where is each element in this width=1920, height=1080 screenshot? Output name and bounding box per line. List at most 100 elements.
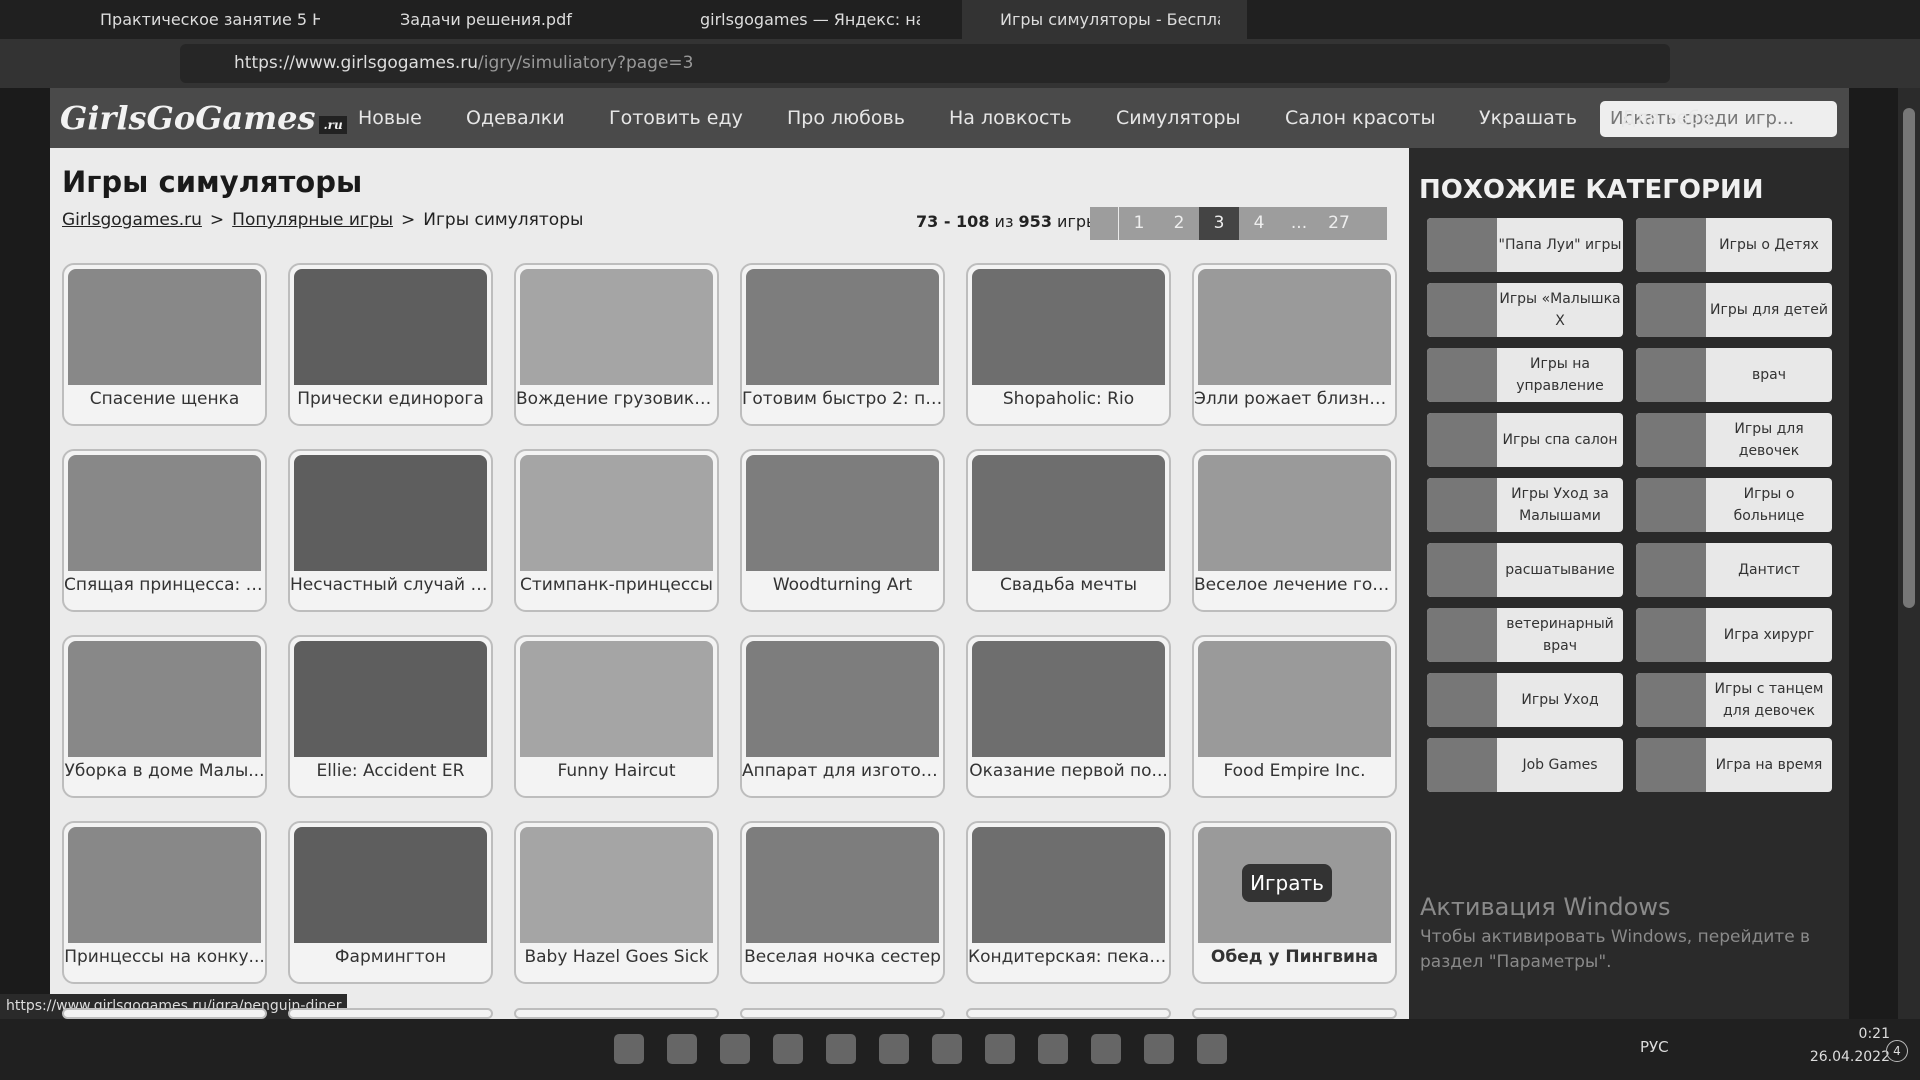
- clock-date[interactable]: 26.04.2022: [1809, 1049, 1890, 1065]
- game-card[interactable]: Baby Hazel Goes Sick: [514, 821, 719, 984]
- sidebar-title: ПОХОЖИЕ КАТЕГОРИИ: [1419, 175, 1764, 205]
- category[interactable]: Игры «Малышка Х: [1427, 283, 1623, 337]
- category[interactable]: Игры о Детях: [1636, 218, 1832, 272]
- menu-item[interactable]: Готовить еду: [609, 107, 743, 129]
- game-card[interactable]: Shopaholic: Rio: [966, 263, 1171, 426]
- page-link[interactable]: ...: [1279, 207, 1319, 240]
- taskbar-icon[interactable]: [614, 1034, 644, 1064]
- game-card[interactable]: Обед у Пингвина: [1192, 821, 1397, 984]
- taskbar-icon[interactable]: [720, 1034, 750, 1064]
- game-card[interactable]: Стимпанк-принцессы: [514, 449, 719, 612]
- game-card[interactable]: Элли рожает близне...: [1192, 263, 1397, 426]
- taskbar-icon[interactable]: [985, 1034, 1015, 1064]
- game-card[interactable]: Кондитерская: пекар...: [966, 821, 1171, 984]
- taskbar-icon[interactable]: [1197, 1034, 1227, 1064]
- menu-item[interactable]: Салон красоты: [1285, 107, 1436, 129]
- game-card[interactable]: Оказание первой по...: [966, 635, 1171, 798]
- page-next[interactable]: [1359, 207, 1387, 240]
- play-button[interactable]: Играть: [1242, 864, 1332, 902]
- game-card[interactable]: Ellie: Accident ER: [288, 635, 493, 798]
- taskbar-icon[interactable]: [1038, 1034, 1068, 1064]
- game-card[interactable]: Food Empire Inc.: [1192, 635, 1397, 798]
- taskbar-icon[interactable]: [667, 1034, 697, 1064]
- category-name: Игры о больнице: [1733, 486, 1805, 524]
- url-field[interactable]: [180, 44, 1670, 83]
- category-icon: [1636, 673, 1706, 727]
- category-icon: [1636, 283, 1706, 337]
- game-card[interactable]: [1192, 1008, 1397, 1019]
- url[interactable]: https://www.girlsgogames.ru/igry/simulia…: [234, 44, 694, 83]
- game-card[interactable]: Funny Haircut: [514, 635, 719, 798]
- category[interactable]: "Папа Луи" игры: [1427, 218, 1623, 272]
- category[interactable]: Игры для девочек: [1636, 413, 1832, 467]
- game-card[interactable]: Woodturning Art: [740, 449, 945, 612]
- game-card[interactable]: Спящая принцесса: в...: [62, 449, 267, 612]
- game-card[interactable]: [740, 1008, 945, 1019]
- tab[interactable]: girlsgogames — Яндекс: нашло: [700, 10, 920, 29]
- menu-item[interactable]: Украшать: [1479, 107, 1578, 129]
- notification-count[interactable]: 4: [1886, 1040, 1908, 1062]
- menu-item[interactable]: Про любовь: [787, 107, 905, 129]
- category[interactable]: Игра на время: [1636, 738, 1832, 792]
- category[interactable]: Игры с танцем для девочек: [1636, 673, 1832, 727]
- taskbar-icon[interactable]: [826, 1034, 856, 1064]
- game-thumb: [520, 455, 713, 571]
- game-thumb: [68, 827, 261, 943]
- tab[interactable]: Игры симуляторы - Бесплатны: [1000, 10, 1220, 29]
- menu-item[interactable]: Для тебя: [1621, 107, 1712, 129]
- search[interactable]: Искать среди игр...: [1600, 101, 1837, 137]
- game-card[interactable]: Свадьба мечты: [966, 449, 1171, 612]
- category[interactable]: Игры Уход за Малышами: [1427, 478, 1623, 532]
- game-card[interactable]: Прически единорога: [288, 263, 493, 426]
- category[interactable]: Игры на управление: [1427, 348, 1623, 402]
- page-link[interactable]: 4: [1239, 207, 1279, 240]
- tab[interactable]: Задачи решения.pdf: [400, 10, 572, 29]
- taskbar-icon[interactable]: [1144, 1034, 1174, 1064]
- menu-item[interactable]: На ловкость: [949, 107, 1072, 129]
- category[interactable]: расшатывание: [1427, 543, 1623, 597]
- game-card[interactable]: Принцессы на конку...: [62, 821, 267, 984]
- menu-item[interactable]: Симуляторы: [1116, 107, 1241, 129]
- category[interactable]: Job Games: [1427, 738, 1623, 792]
- category[interactable]: Игры спа салон: [1427, 413, 1623, 467]
- game-card[interactable]: [514, 1008, 719, 1019]
- tab[interactable]: Практическое занятие 5 Необх: [100, 10, 320, 29]
- category[interactable]: Игры для детей: [1636, 283, 1832, 337]
- taskbar-icon[interactable]: [1091, 1034, 1121, 1064]
- page-prev[interactable]: [1090, 207, 1118, 240]
- game-card[interactable]: [62, 1008, 267, 1019]
- page-link[interactable]: 27: [1319, 207, 1359, 240]
- game-card[interactable]: [288, 1008, 493, 1019]
- breadcrumb[interactable]: Girlsgogames.ru: [62, 210, 202, 230]
- page-link[interactable]: 3: [1199, 207, 1239, 240]
- taskbar-icon[interactable]: [879, 1034, 909, 1064]
- breadcrumb[interactable]: Популярные игры: [232, 210, 394, 230]
- category[interactable]: врач: [1636, 348, 1832, 402]
- game-card[interactable]: Веселая ночка сестер: [740, 821, 945, 984]
- game-card[interactable]: Уборка в доме Малы...: [62, 635, 267, 798]
- category[interactable]: Игра хирург: [1636, 608, 1832, 662]
- page-link[interactable]: 1: [1119, 207, 1159, 240]
- game-card[interactable]: Фармингтон: [288, 821, 493, 984]
- game-card[interactable]: Веселое лечение гор...: [1192, 449, 1397, 612]
- category[interactable]: ветеринарный врач: [1427, 608, 1623, 662]
- page-link[interactable]: 2: [1159, 207, 1199, 240]
- category[interactable]: Дантист: [1636, 543, 1832, 597]
- game-card[interactable]: Вождение грузовика...: [514, 263, 719, 426]
- menu-item[interactable]: Новые: [358, 107, 422, 129]
- clock-time[interactable]: 0:21: [1858, 1026, 1890, 1042]
- category[interactable]: Игры о больнице: [1636, 478, 1832, 532]
- game-card[interactable]: [966, 1008, 1171, 1019]
- game-card[interactable]: Спасение щенка: [62, 263, 267, 426]
- game-card[interactable]: Готовим быстро 2: по...: [740, 263, 945, 426]
- taskbar-icon[interactable]: [932, 1034, 962, 1064]
- menu-item[interactable]: Одевалки: [466, 107, 565, 129]
- game-title: Веселое лечение гор...: [1194, 575, 1395, 595]
- game-card[interactable]: Несчастный случай с...: [288, 449, 493, 612]
- language[interactable]: РУС: [1640, 1038, 1669, 1056]
- logo[interactable]: GirlsGoGames .ru: [60, 94, 347, 142]
- game-card[interactable]: Аппарат для изготов...: [740, 635, 945, 798]
- taskbar-icon[interactable]: [773, 1034, 803, 1064]
- scroll-thumb[interactable]: [1903, 108, 1915, 608]
- category[interactable]: Игры Уход: [1427, 673, 1623, 727]
